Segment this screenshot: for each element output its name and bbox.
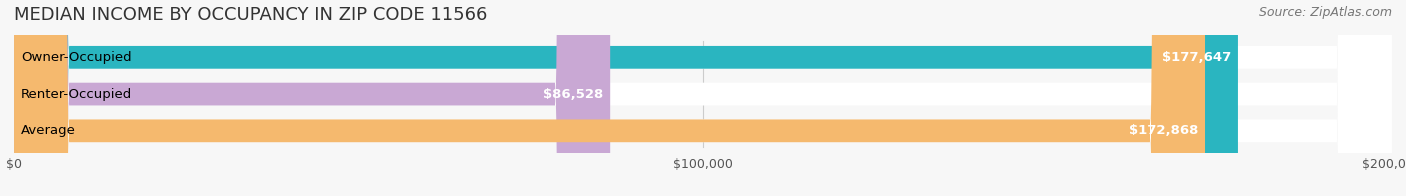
Text: MEDIAN INCOME BY OCCUPANCY IN ZIP CODE 11566: MEDIAN INCOME BY OCCUPANCY IN ZIP CODE 1…: [14, 6, 488, 24]
FancyBboxPatch shape: [14, 0, 610, 196]
Text: Source: ZipAtlas.com: Source: ZipAtlas.com: [1258, 6, 1392, 19]
Text: Average: Average: [21, 124, 76, 137]
FancyBboxPatch shape: [14, 0, 1237, 196]
Text: $86,528: $86,528: [543, 88, 603, 101]
Text: $177,647: $177,647: [1161, 51, 1232, 64]
FancyBboxPatch shape: [14, 0, 1392, 196]
FancyBboxPatch shape: [14, 0, 1205, 196]
Text: Owner-Occupied: Owner-Occupied: [21, 51, 132, 64]
Text: Renter-Occupied: Renter-Occupied: [21, 88, 132, 101]
FancyBboxPatch shape: [14, 0, 1392, 196]
FancyBboxPatch shape: [14, 0, 1392, 196]
Text: $172,868: $172,868: [1129, 124, 1198, 137]
